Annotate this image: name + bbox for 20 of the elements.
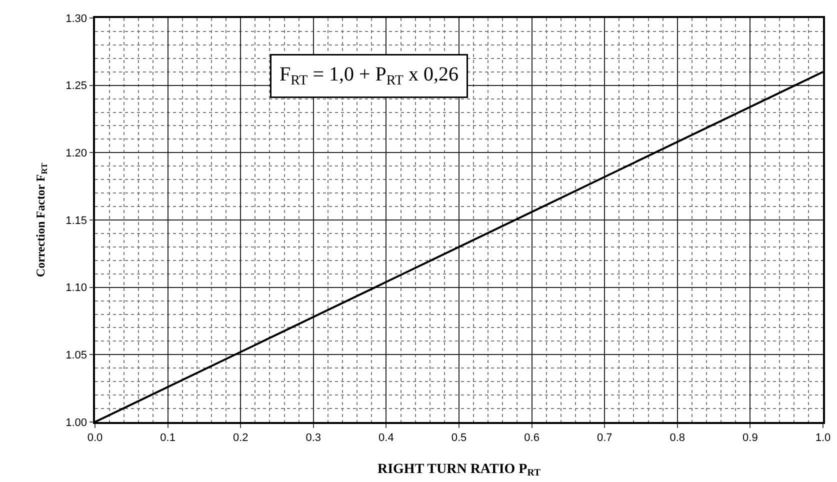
y-tick-label: 1.25 (66, 80, 88, 92)
y-tick-label: 1.00 (66, 416, 88, 429)
y-tick-label: 1.30 (66, 12, 88, 25)
x-tick-label: 0.6 (524, 432, 540, 444)
x-tick-label: 0.3 (306, 432, 322, 444)
x-tick-label: 0.8 (670, 432, 686, 444)
x-tick-label: 0.0 (87, 432, 103, 444)
x-tick-label: 0.1 (160, 432, 176, 444)
y-tick-label: 1.10 (66, 282, 88, 294)
x-axis-title: RIGHT TURN RATIO P$_{RT}$ (377, 462, 541, 479)
y-tick-label: 1.15 (66, 214, 88, 227)
x-tick-label: 0.9 (742, 432, 758, 444)
annotation: F$_{RT}$ = 1,0 + P$_{RT}$ x 0,26 (280, 64, 458, 89)
x-tick-label: 0.4 (378, 432, 394, 444)
y-tick-label: 1.05 (66, 350, 88, 362)
x-tick-label: 0.7 (596, 432, 612, 444)
x-tick-label: 0.5 (451, 432, 467, 444)
x-tick-label: 1.0 (815, 432, 831, 444)
x-tick-label: 0.2 (232, 432, 248, 444)
y-tick-label: 1.20 (66, 148, 88, 160)
